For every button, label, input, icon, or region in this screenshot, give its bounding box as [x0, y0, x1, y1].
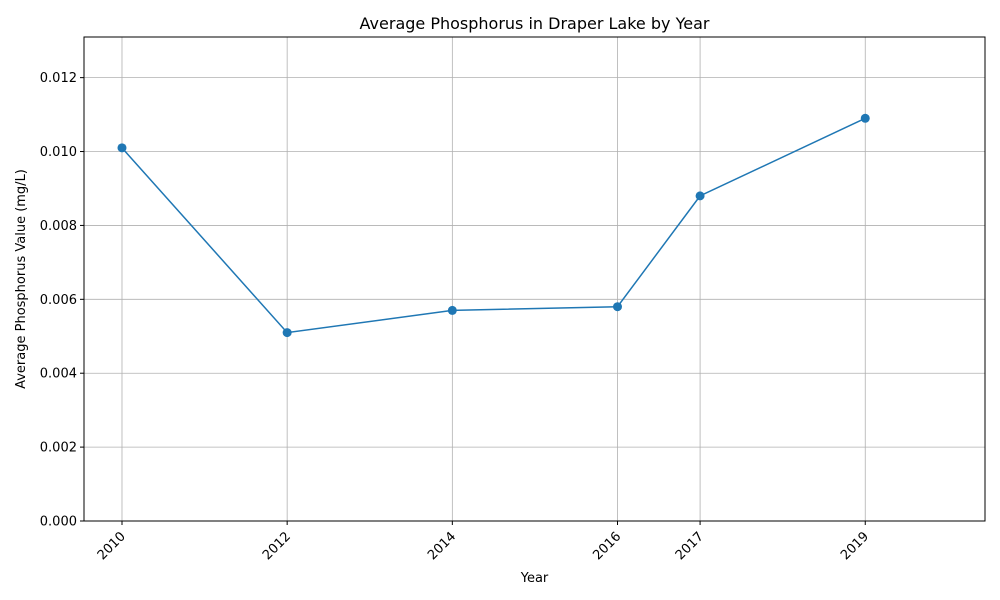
x-tick-label: 2012 [260, 529, 294, 563]
series-layer [117, 113, 870, 338]
y-tick-label: 0.006 [40, 293, 77, 308]
grid [84, 37, 985, 522]
y-tick-label: 0.004 [40, 367, 77, 382]
x-tick-label: 2019 [838, 529, 872, 563]
y-tick-label: 0.000 [40, 515, 77, 530]
data-point [447, 305, 457, 315]
data-point [612, 302, 622, 312]
chart-title: Average Phosphorus in Draper Lake by Yea… [360, 14, 710, 33]
x-axis-label: Year [520, 571, 549, 586]
x-tick-label: 2014 [425, 529, 459, 563]
y-tick-label: 0.002 [40, 441, 77, 456]
axis-ticks: 0.000 0.002 0.004 0.006 0.008 0.010 0.012 2010 2… [40, 71, 872, 563]
data-point [117, 143, 127, 153]
y-tick-label: 0.012 [40, 71, 77, 86]
data-point [860, 113, 870, 123]
series-line [121, 117, 866, 334]
y-axis-label: Average Phosphorus Value (mg/L) [14, 169, 29, 389]
x-tick-label: 2016 [590, 529, 624, 563]
x-tick-label: 2017 [673, 529, 707, 563]
data-point [282, 328, 292, 338]
data-point [695, 191, 705, 201]
x-tick-label: 2010 [95, 529, 129, 563]
plot-area-frame [83, 36, 986, 522]
y-tick-label: 0.010 [40, 145, 77, 160]
y-tick-label: 0.008 [40, 219, 77, 234]
